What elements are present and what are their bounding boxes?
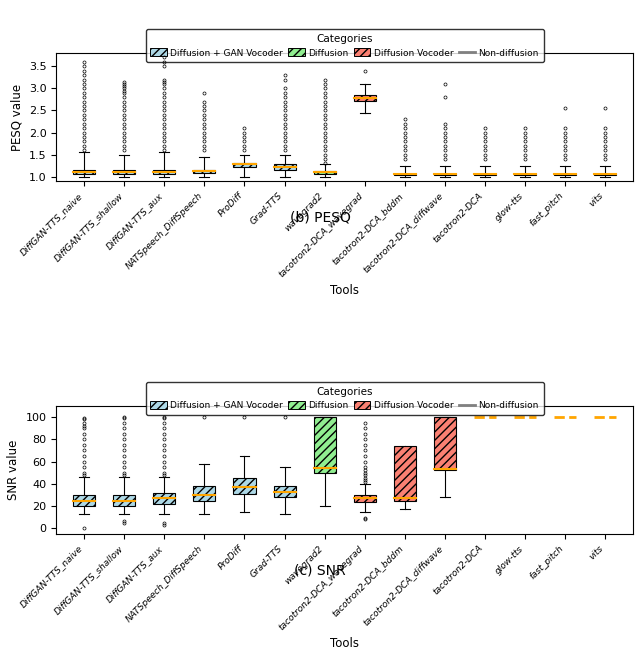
Bar [154, 170, 175, 174]
Text: (b) PESQ: (b) PESQ [289, 211, 351, 225]
Bar [554, 173, 576, 175]
Text: (c) SNR: (c) SNR [294, 564, 346, 578]
Bar [474, 173, 496, 175]
Y-axis label: PESQ value: PESQ value [10, 83, 23, 150]
Bar [514, 173, 536, 175]
Bar [314, 171, 335, 173]
Bar [73, 495, 95, 506]
Bar [73, 170, 95, 174]
Bar [113, 495, 135, 506]
Bar [394, 173, 416, 175]
Bar [273, 486, 296, 497]
Bar [394, 446, 416, 501]
Bar [193, 170, 216, 173]
X-axis label: Tools: Tools [330, 637, 359, 650]
X-axis label: Tools: Tools [330, 284, 359, 297]
Legend: Diffusion + GAN Vocoder, Diffusion, Diffusion Vocoder, Non-diffusion: Diffusion + GAN Vocoder, Diffusion, Diff… [146, 30, 543, 62]
Bar [594, 173, 616, 175]
Bar [434, 173, 456, 175]
Bar [234, 478, 255, 494]
Bar [314, 417, 335, 472]
Bar [113, 170, 135, 174]
Bar [154, 493, 175, 504]
Bar [354, 95, 376, 101]
Bar [193, 486, 216, 501]
Y-axis label: SNR value: SNR value [7, 440, 20, 500]
Legend: Diffusion + GAN Vocoder, Diffusion, Diffusion Vocoder, Non-diffusion: Diffusion + GAN Vocoder, Diffusion, Diff… [146, 382, 543, 415]
Bar [354, 495, 376, 501]
Bar [234, 162, 255, 167]
Bar [273, 164, 296, 170]
Bar [434, 417, 456, 470]
